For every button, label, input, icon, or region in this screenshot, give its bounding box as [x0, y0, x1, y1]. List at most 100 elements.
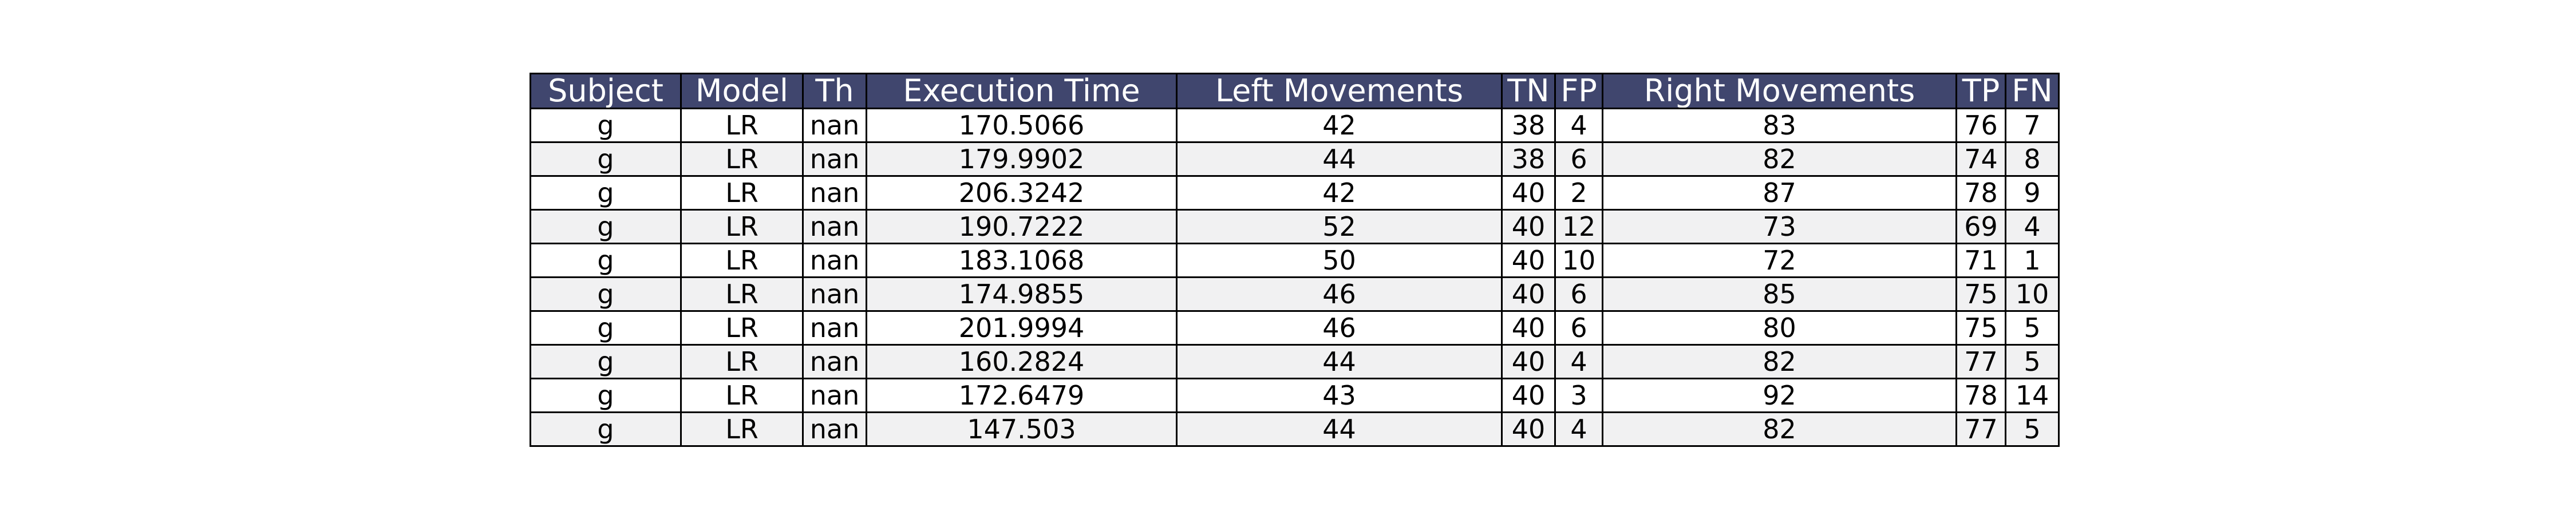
table-row: g LR nan 170.5066 42 38 4 83 76 7 [530, 108, 2060, 143]
table-cell: 206.3242 [866, 175, 1178, 211]
table-cell: LR [680, 276, 804, 312]
table-cell: 52 [1176, 209, 1503, 244]
results-table-container: Subject Model Th Execution Time Left Movemen… [530, 73, 2060, 447]
table-row: g LR nan 172.6479 43 40 3 92 78 14 [530, 378, 2060, 413]
table-cell: 2 [1554, 175, 1603, 211]
column-header: Right Movements [1602, 73, 1957, 109]
table-cell: 77 [1955, 344, 2006, 379]
table-row: g LR nan 147.503 44 40 4 82 77 5 [530, 411, 2060, 447]
table-cell: nan [802, 344, 867, 379]
table-cell: 14 [2005, 378, 2060, 413]
table-cell: 40 [1501, 344, 1556, 379]
table-cell: 42 [1176, 108, 1503, 143]
column-header: Th [802, 73, 867, 109]
table-cell: 6 [1554, 141, 1603, 177]
table-cell: 73 [1602, 209, 1957, 244]
table-row: g LR nan 183.1068 50 40 10 72 71 1 [530, 243, 2060, 278]
column-header: FP [1554, 73, 1603, 109]
table-cell: 44 [1176, 411, 1503, 447]
table-cell: 201.9994 [866, 310, 1178, 346]
table-cell: 40 [1501, 209, 1556, 244]
table-cell: 172.6479 [866, 378, 1178, 413]
table-cell: 10 [2005, 276, 2060, 312]
table-cell: 82 [1602, 411, 1957, 447]
table-cell: 170.5066 [866, 108, 1178, 143]
table-cell: LR [680, 344, 804, 379]
table-row: g LR nan 174.9855 46 40 6 85 75 10 [530, 276, 2060, 312]
table-cell: g [530, 378, 682, 413]
column-header: Left Movements [1176, 73, 1503, 109]
table-cell: g [530, 141, 682, 177]
table-cell: 76 [1955, 108, 2006, 143]
column-header: FN [2005, 73, 2060, 109]
table-cell: LR [680, 411, 804, 447]
table-cell: 183.1068 [866, 243, 1178, 278]
table-cell: 78 [1955, 378, 2006, 413]
table-cell: 46 [1176, 276, 1503, 312]
table-cell: 44 [1176, 344, 1503, 379]
table-cell: 12 [1554, 209, 1603, 244]
table-cell: 43 [1176, 378, 1503, 413]
table-cell: 38 [1501, 141, 1556, 177]
table-cell: 72 [1602, 243, 1957, 278]
table-cell: 4 [1554, 411, 1603, 447]
table-cell: 4 [1554, 108, 1603, 143]
table-cell: 92 [1602, 378, 1957, 413]
table-cell: 77 [1955, 411, 2006, 447]
table-row: g LR nan 201.9994 46 40 6 80 75 5 [530, 310, 2060, 346]
table-cell: LR [680, 310, 804, 346]
table-cell: 147.503 [866, 411, 1178, 447]
table-cell: 5 [2005, 411, 2060, 447]
table-cell: nan [802, 141, 867, 177]
table-header-row: Subject Model Th Execution Time Left Movemen… [530, 73, 2060, 109]
table-cell: nan [802, 276, 867, 312]
table-cell: nan [802, 310, 867, 346]
table-cell: 5 [2005, 344, 2060, 379]
table-cell: 83 [1602, 108, 1957, 143]
table-cell: 40 [1501, 411, 1556, 447]
column-header: Execution Time [866, 73, 1178, 109]
table-cell: 50 [1176, 243, 1503, 278]
table-cell: 69 [1955, 209, 2006, 244]
table-cell: 40 [1501, 378, 1556, 413]
table-cell: 75 [1955, 310, 2006, 346]
table-cell: 7 [2005, 108, 2060, 143]
table-cell: LR [680, 175, 804, 211]
table-cell: g [530, 310, 682, 346]
table-cell: 42 [1176, 175, 1503, 211]
table-cell: 5 [2005, 310, 2060, 346]
table-cell: 6 [1554, 276, 1603, 312]
table-cell: 10 [1554, 243, 1603, 278]
column-header: Model [680, 73, 804, 109]
table-cell: 4 [1554, 344, 1603, 379]
table-cell: nan [802, 108, 867, 143]
table-cell: 6 [1554, 310, 1603, 346]
table-cell: g [530, 276, 682, 312]
table-cell: 82 [1602, 344, 1957, 379]
column-header: TP [1955, 73, 2006, 109]
table-cell: g [530, 175, 682, 211]
table-cell: 87 [1602, 175, 1957, 211]
table-cell: 85 [1602, 276, 1957, 312]
table-cell: nan [802, 411, 867, 447]
table-cell: 82 [1602, 141, 1957, 177]
column-header: Subject [530, 73, 682, 109]
table-cell: g [530, 243, 682, 278]
table-cell: LR [680, 141, 804, 177]
table-cell: LR [680, 243, 804, 278]
table-cell: 71 [1955, 243, 2006, 278]
table-cell: LR [680, 378, 804, 413]
table-cell: 40 [1501, 310, 1556, 346]
table-cell: g [530, 108, 682, 143]
table-cell: 44 [1176, 141, 1503, 177]
table-cell: 3 [1554, 378, 1603, 413]
results-table: Subject Model Th Execution Time Left Movemen… [530, 73, 2060, 447]
table-row: g LR nan 160.2824 44 40 4 82 77 5 [530, 344, 2060, 379]
table-cell: 174.9855 [866, 276, 1178, 312]
table-cell: 160.2824 [866, 344, 1178, 379]
table-cell: 80 [1602, 310, 1957, 346]
column-header: TN [1501, 73, 1556, 109]
table-cell: g [530, 209, 682, 244]
table-cell: 38 [1501, 108, 1556, 143]
table-cell: 8 [2005, 141, 2060, 177]
